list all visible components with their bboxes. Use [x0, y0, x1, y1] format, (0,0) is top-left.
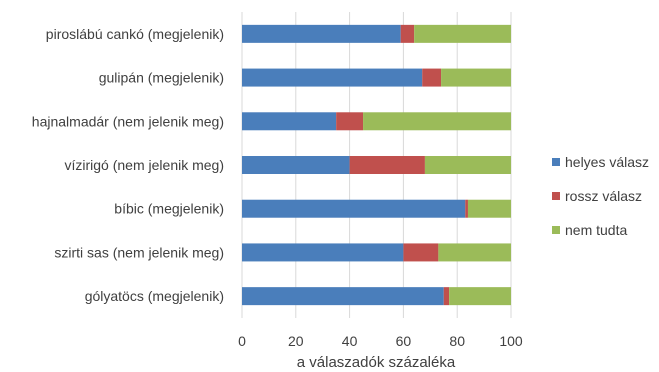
- bar-segment: [422, 68, 442, 87]
- bar-segment: [242, 68, 423, 87]
- bar-segment: [336, 112, 364, 131]
- x-tick-label: 100: [499, 333, 523, 349]
- bar-segment: [242, 24, 401, 43]
- bar-segment: [242, 112, 337, 131]
- x-axis-title: a válaszadók százaléka: [297, 354, 456, 371]
- x-tick-label: 80: [449, 333, 465, 349]
- bar-segment: [349, 156, 425, 174]
- bar-segment: [414, 24, 511, 43]
- category-label: hajnalmadár (nem jelenik meg): [32, 113, 224, 129]
- x-tick-label: 20: [288, 333, 304, 349]
- bars: [242, 24, 511, 306]
- bar-segment: [242, 243, 404, 262]
- category-label: piroslábú cankó (megjelenik): [46, 26, 224, 42]
- bar-segment: [363, 112, 511, 131]
- x-tick-label: 40: [342, 333, 358, 349]
- category-label: gulipán (megjelenik): [99, 70, 224, 86]
- x-tick-label: 60: [396, 333, 412, 349]
- bar-segment: [438, 243, 511, 262]
- bar-segment: [242, 199, 466, 218]
- x-tick-labels: 0 20 40 60 80 100: [238, 333, 523, 349]
- bar-segment: [449, 287, 511, 306]
- bar-segment: [424, 156, 511, 174]
- category-label: gólyatöcs (megjelenik): [85, 288, 224, 304]
- bar-segment: [242, 156, 350, 174]
- category-label: szirti sas (nem jelenik meg): [54, 244, 224, 260]
- legend: helyes válasz rossz válasz nem tudta: [552, 154, 649, 238]
- bar-segment: [441, 68, 511, 87]
- category-label: bíbic (megjelenik): [114, 201, 224, 217]
- bar-segment: [467, 199, 511, 218]
- bar-segment: [465, 199, 468, 218]
- bar-segment: [242, 287, 444, 306]
- legend-label: rossz válasz: [565, 188, 642, 204]
- bar-segment: [443, 287, 450, 306]
- legend-label: nem tudta: [565, 222, 627, 238]
- category-labels: piroslábú cankó (megjelenik) gulipán (meg…: [32, 26, 224, 304]
- legend-swatch: [552, 226, 560, 234]
- bar-segment: [403, 243, 439, 262]
- legend-swatch: [552, 192, 560, 200]
- x-tick-label: 0: [238, 333, 246, 349]
- legend-label: helyes válasz: [565, 154, 649, 170]
- category-label: vízirigó (nem jelenik meg): [65, 157, 225, 173]
- legend-swatch: [552, 158, 560, 166]
- bar-segment: [400, 24, 415, 43]
